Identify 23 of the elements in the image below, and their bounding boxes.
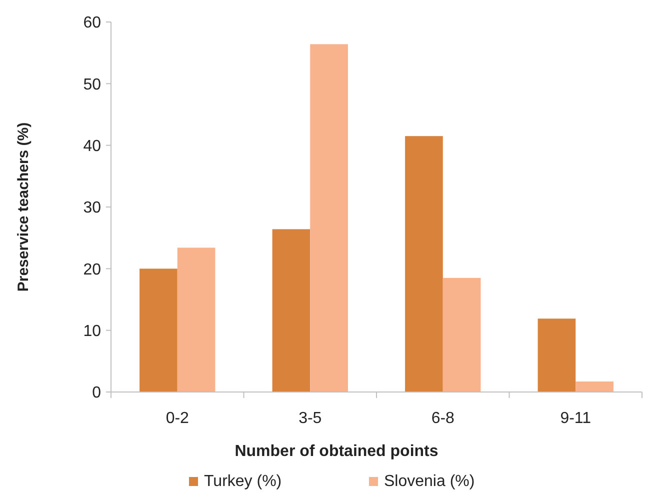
bar [140, 268, 178, 392]
bar [576, 382, 614, 392]
y-tick-label: 20 [83, 261, 102, 278]
y-tick-label: 40 [83, 138, 102, 155]
x-tick-label: 9-11 [560, 410, 592, 427]
bar [405, 136, 443, 392]
bar [310, 44, 348, 392]
x-tick-label: 0-2 [166, 410, 190, 427]
y-tick-label: 30 [83, 200, 102, 217]
bar [538, 318, 576, 392]
y-axis-title: Preservice teachers (%) [15, 122, 32, 292]
x-tick-label: 6-8 [431, 410, 455, 427]
x-tick-label: 3-5 [298, 410, 322, 427]
legend-label: Slovenia (%) [384, 473, 475, 490]
y-tick-label: 60 [83, 14, 102, 32]
y-tick-label: 0 [92, 384, 102, 402]
x-axis-title: Number of obtained points [234, 443, 438, 460]
legend-label: Turkey (%) [204, 473, 282, 490]
bar [442, 278, 481, 392]
y-tick-label: 10 [83, 322, 102, 340]
bar [177, 248, 216, 392]
y-tick-label: 50 [83, 76, 102, 94]
bar [272, 229, 310, 392]
